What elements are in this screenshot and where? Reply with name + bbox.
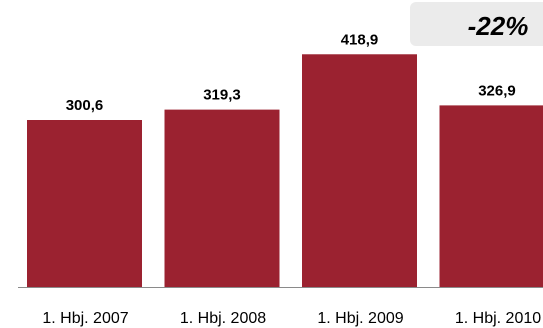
- bar-4: [439, 105, 543, 287]
- callout-box: [410, 2, 543, 46]
- bar-2: [164, 109, 280, 287]
- bar-3: [302, 54, 417, 288]
- value-labels: 300,6 319,3 418,9 326,9: [66, 31, 516, 114]
- value-label-2: 319,3: [203, 87, 241, 104]
- change-callout: -22%: [410, 2, 543, 46]
- category-label-1: 1. Hbj. 2007: [42, 310, 128, 327]
- bars: [27, 54, 543, 288]
- category-label-4: 1. Hbj. 2010: [455, 310, 541, 327]
- bar-1: [27, 120, 142, 287]
- category-label-3: 1. Hbj. 2009: [317, 310, 403, 327]
- category-label-2: 1. Hbj. 2008: [180, 310, 266, 327]
- callout-text: -22%: [468, 11, 529, 41]
- value-label-1: 300,6: [66, 97, 104, 114]
- value-label-3: 418,9: [341, 31, 379, 48]
- category-labels: 1. Hbj. 2007 1. Hbj. 2008 1. Hbj. 2009 1. H…: [42, 310, 541, 327]
- value-label-4: 326,9: [478, 82, 516, 99]
